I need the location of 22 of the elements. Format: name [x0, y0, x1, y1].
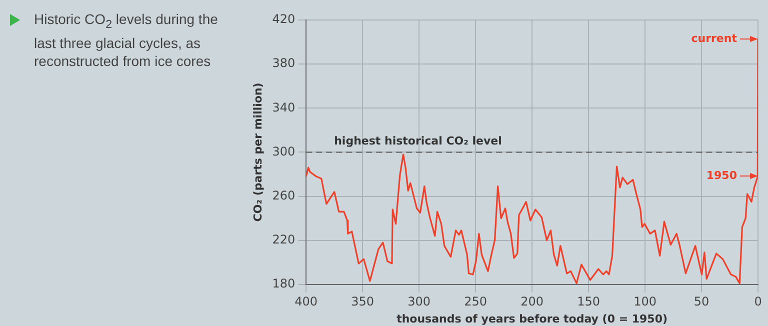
y-tick-label: 180	[272, 276, 296, 291]
y-tick-label: 340	[272, 100, 296, 114]
x-tick-label: 100	[634, 294, 656, 309]
y-tick-label: 300	[272, 144, 296, 158]
x-tick-label: 400	[294, 294, 318, 309]
x-tick-label: 150	[577, 294, 600, 309]
x-tick-label: 200	[520, 294, 544, 309]
y-tick-label: 220	[272, 232, 296, 246]
y-axis-title: CO₂ (parts per million)	[251, 82, 264, 222]
x-tick-label: 250	[464, 294, 488, 309]
y-tick-label: 260	[272, 188, 296, 202]
annotation: current	[691, 30, 737, 47]
y-tick-label: 420	[272, 12, 296, 26]
ref-line-label: highest historical CO₂ level	[334, 134, 502, 148]
annotation: 1950	[706, 168, 737, 184]
y-tick-label: 380	[272, 56, 296, 70]
x-tick-label: 300	[408, 294, 431, 309]
x-tick-label: 350	[351, 294, 374, 309]
x-axis-title: thousands of years before today (0 = 1950)	[396, 312, 668, 326]
x-tick-label: 0	[754, 294, 762, 309]
x-tick-label: 50	[694, 294, 710, 309]
text: Historic CO$_{2}$ levels during the last three glacial cycles, as reconstructed from ice cores	[34, 10, 219, 70]
